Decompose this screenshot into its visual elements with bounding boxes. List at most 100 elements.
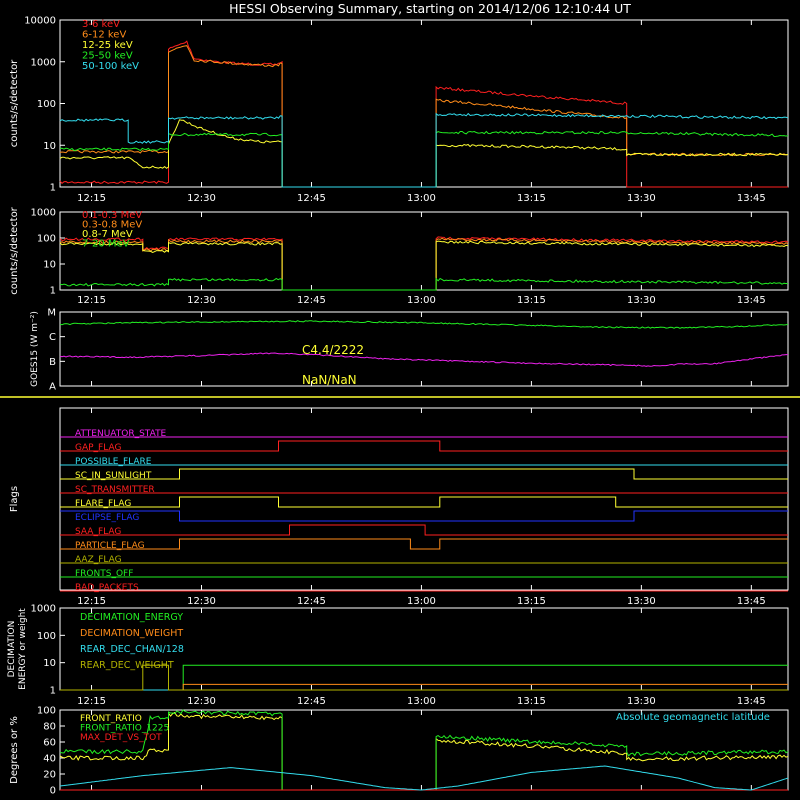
y-tick-label: 80 — [43, 722, 56, 733]
legend-entry: 6-12 keV — [82, 30, 126, 41]
y-axis-label: Flags — [9, 486, 20, 512]
x-tick-label: 12:15 — [77, 295, 106, 306]
x-tick-label: 13:15 — [517, 295, 546, 306]
legend-entry: 3-6 keV — [82, 19, 120, 30]
y-axis-label: ENERGY or weight — [18, 608, 28, 690]
x-tick-label: 12:30 — [187, 596, 216, 607]
legend-entry: REAR_DEC_WEIGHT — [80, 660, 174, 671]
legend-entry: 25-50 keV — [82, 51, 133, 62]
panel-decimation: 12:15 12:30 12:45 13:00 13:15 13:30 13:45 1 10 10… — [7, 604, 789, 707]
flag-line — [60, 510, 788, 522]
y-tick-label: 100 — [37, 99, 56, 110]
flag-line — [60, 468, 788, 480]
flag-label: FLARE_FLAG — [75, 499, 131, 509]
x-tick-label: 12:15 — [77, 696, 106, 707]
x-tick-label: 13:15 — [517, 696, 546, 707]
series-line — [59, 765, 789, 791]
legend-entry: FRONT_RATIO — [80, 714, 142, 724]
y-tick-label: 10 — [43, 141, 56, 152]
x-tick-label: 13:30 — [627, 696, 656, 707]
legend-entry: 12-25 keV — [82, 40, 133, 51]
flag-line — [60, 496, 788, 508]
x-tick-label: 12:30 — [187, 295, 216, 306]
lightcurve_low-frame — [59, 19, 789, 188]
y-tick-label: 10 — [43, 658, 56, 669]
series-line — [60, 683, 788, 691]
y-tick-label: 1 — [50, 183, 56, 194]
series-line — [59, 119, 789, 188]
x-tick-label: 13:00 — [407, 696, 436, 707]
x-tick-label: 13:45 — [737, 193, 766, 204]
goes-trace — [59, 320, 789, 329]
x-tick-label: 13:45 — [737, 596, 766, 607]
y-tick-label: 1 — [50, 686, 56, 697]
panel-flags: 12:15 12:30 12:45 13:00 13:15 13:30 13:45 Flags… — [9, 407, 789, 607]
x-tick-label: 13:00 — [407, 295, 436, 306]
x-tick-label: 12:45 — [297, 596, 326, 607]
y-tick-label: 100 — [37, 234, 56, 245]
y-axis-label: counts/s/detector — [9, 206, 20, 294]
x-tick-label: 13:00 — [407, 193, 436, 204]
flag-label: SAA_FLAG — [75, 527, 121, 537]
flag-label: BAD_PACKETS — [75, 583, 139, 593]
flag-label: SC_IN_SUNLIGHT — [75, 471, 152, 481]
panel-goes: A B C M GOES15 (W m⁻²) C4.4/2222 NaN/NaN — [30, 308, 789, 393]
y-tick-label: 10 — [43, 260, 56, 271]
x-tick-label: 13:30 — [627, 596, 656, 607]
goes-annotation: NaN/NaN — [302, 373, 357, 387]
series-line — [59, 130, 789, 188]
goes-frame — [59, 311, 789, 387]
lightcurve_high-frame — [59, 211, 789, 291]
y-tick-label: 20 — [43, 770, 56, 781]
y-tick-label: 10000 — [24, 16, 56, 27]
y-tick-label: 1000 — [31, 208, 56, 219]
y-axis-label: Degrees or % — [9, 716, 20, 784]
flag-label: POSSIBLE_FLARE — [75, 457, 152, 467]
flag-label: FRONTS_OFF — [75, 569, 133, 579]
x-tick-label: 13:45 — [737, 696, 766, 707]
legend-entry: DECIMATION_ENERGY — [80, 612, 183, 623]
y-tick-label: 1000 — [31, 57, 56, 68]
y-tick-label: 100 — [37, 706, 56, 717]
legend-entry: 50-100 keV — [82, 61, 139, 72]
y-tick-label: 1 — [50, 286, 56, 297]
x-tick-label: 13:30 — [627, 295, 656, 306]
series-line — [59, 112, 789, 188]
y-tick-label: 100 — [37, 631, 56, 642]
legend-entry: MAX_DET_VS_TOT — [80, 733, 162, 743]
latitude-annotation: Absolute geomagnetic latitude — [616, 712, 770, 723]
x-tick-label: 12:30 — [187, 696, 216, 707]
panel-lightcurve_low: 12:15 12:30 12:45 13:00 13:15 13:30 13:45 1 10 10… — [9, 16, 789, 204]
legend-entry: 7-20 MeV — [82, 239, 130, 250]
x-tick-label: 13:15 — [517, 596, 546, 607]
x-tick-label: 13:30 — [627, 193, 656, 204]
flag-line — [60, 524, 788, 536]
series-line — [59, 277, 789, 291]
flag-line — [60, 538, 788, 550]
panel-ratios: 0 20 40 60 80 100 Degrees or % FRONT_RATIOFRONT… — [9, 706, 789, 797]
series-line — [60, 664, 788, 691]
panels-layer: 12:15 12:30 12:45 13:00 13:15 13:30 13:4511010… — [0, 16, 800, 797]
goes-annotation: C4.4/2222 — [302, 343, 364, 357]
legend-entry: FRONT_RATIO_1225 — [80, 724, 169, 734]
x-tick-label: 13:45 — [737, 295, 766, 306]
series-line — [59, 237, 789, 291]
chart-title: HESSI Observing Summary, starting on 201… — [229, 1, 631, 16]
y-axis-label: DECIMATION — [7, 621, 17, 678]
y-tick-label: 60 — [43, 738, 56, 749]
y-tick-label: C — [49, 332, 56, 343]
legend-entry: DECIMATION_WEIGHT — [80, 628, 183, 639]
series-line — [59, 240, 789, 291]
x-tick-label: 12:45 — [297, 193, 326, 204]
legend-entry: 0.3-0.8 MeV — [82, 220, 142, 231]
series-line — [59, 40, 788, 188]
x-tick-label: 12:45 — [297, 696, 326, 707]
x-tick-label: 13:15 — [517, 193, 546, 204]
y-axis-label: counts/s/detector — [9, 59, 20, 147]
x-tick-label: 12:15 — [77, 596, 106, 607]
flag-line — [60, 440, 788, 452]
x-tick-label: 13:00 — [407, 596, 436, 607]
flag-label: PARTICLE_FLAG — [75, 541, 145, 551]
y-tick-label: B — [49, 357, 56, 368]
